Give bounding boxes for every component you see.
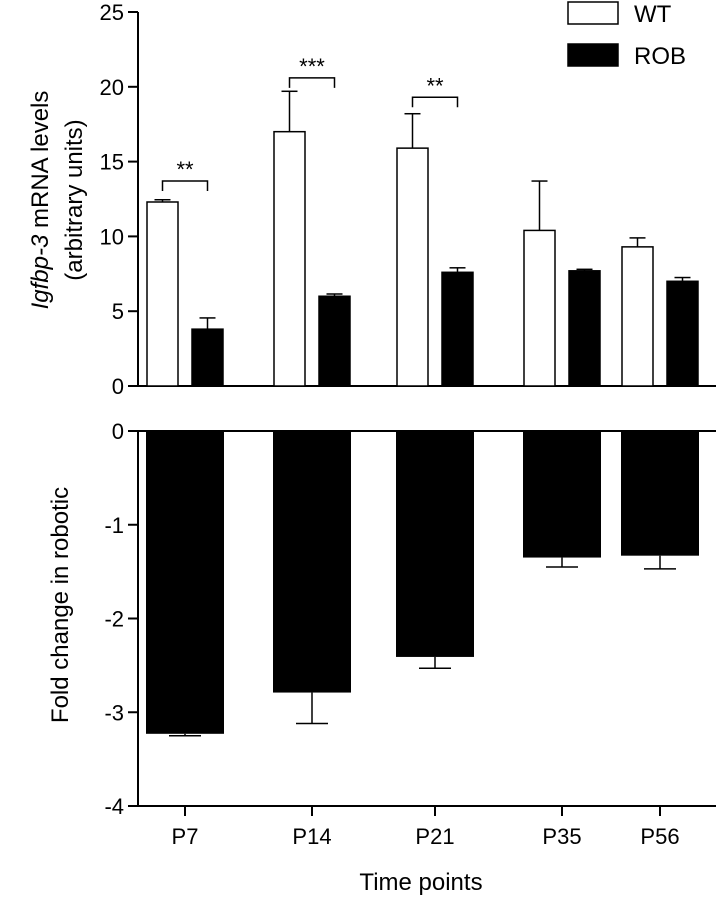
y-tick-label-bottom: -2 [104, 607, 124, 632]
x-tick-label-p21: P21 [415, 824, 454, 849]
significance-label-p14: *** [299, 54, 325, 79]
bar-rob-p35 [568, 270, 601, 387]
y-axis-title-top: Igfbp-3 mRNA levels [27, 91, 54, 310]
x-tick-label-p7: P7 [172, 824, 199, 849]
bar-rob-p21 [441, 271, 474, 387]
legend-swatch-rob [567, 43, 619, 67]
significance-bracket-p7 [161, 180, 209, 192]
bar-wt-p14 [273, 130, 306, 387]
y-axis-title-top-line2: (arbitrary units) [61, 119, 88, 280]
significance-bracket-p14 [288, 77, 336, 88]
significance-bracket-p21 [411, 96, 459, 108]
x-axis-title: Time points [359, 869, 482, 896]
bar-rob-p14 [318, 295, 351, 387]
legend: WT ROB [567, 1, 686, 70]
significance-label-p21: ** [426, 73, 444, 98]
y-tick-label-bottom: -4 [104, 794, 124, 819]
y-tick-label-bottom: 0 [112, 419, 124, 444]
legend-label-rob: ROB [634, 43, 686, 70]
bar-rob-p56 [666, 280, 699, 387]
fold-bar-p14 [273, 431, 351, 693]
y-tick-label-top: 5 [112, 299, 124, 324]
x-tick-label-p56: P56 [640, 824, 679, 849]
y-tick-label-bottom: -3 [104, 700, 124, 725]
bar-wt-p21 [396, 147, 429, 387]
bar-rob-p7 [191, 328, 224, 387]
x-tick-label-p35: P35 [542, 824, 581, 849]
bar-wt-p35 [523, 229, 556, 387]
x-tick-label-p14: P14 [292, 824, 331, 849]
fold-bar-p7 [146, 431, 224, 734]
y-tick-label-top: 10 [100, 224, 124, 249]
y-tick-label-top: 15 [100, 150, 124, 175]
top-panel-wt-vs-rob: 0 5 10 15 20 25 Igfbp-3 mRNA levels (arbitrary … [27, 0, 716, 399]
significance-label-p7: ** [176, 157, 194, 182]
y-axis-title-rest: mRNA levels [27, 91, 54, 235]
bar-wt-p56 [621, 246, 654, 387]
y-tick-label-top: 20 [100, 75, 124, 100]
bottom-panel-fold-change: 0 -1 -2 -3 -4 Fold change in robotic P7 P14 P21 P… [47, 419, 716, 849]
y-tick-label-top: 25 [100, 0, 124, 25]
fold-bar-p21 [396, 431, 474, 657]
y-tick-label-top: 0 [112, 374, 124, 399]
fold-bar-p56 [621, 431, 699, 556]
fold-bar-p35 [523, 431, 601, 558]
legend-swatch-wt [567, 1, 619, 25]
y-axis-title-bottom: Fold change in robotic [47, 487, 74, 723]
y-axis-title-gene: Igfbp-3 [27, 234, 54, 309]
bar-wt-p7 [146, 201, 179, 387]
y-tick-label-bottom: -1 [104, 513, 124, 538]
legend-label-wt: WT [634, 1, 672, 28]
